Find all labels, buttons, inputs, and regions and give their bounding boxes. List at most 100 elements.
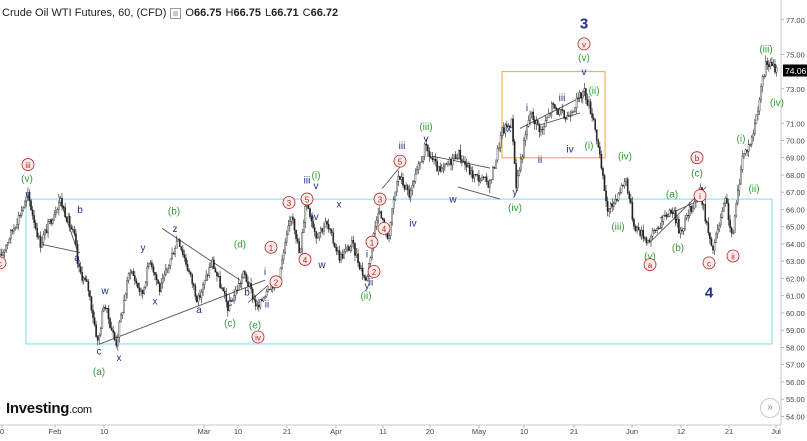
wave-label: b xyxy=(244,288,250,299)
wave-label: b xyxy=(695,154,700,163)
candle-body xyxy=(529,113,531,121)
candle-body xyxy=(760,86,762,101)
candle-body xyxy=(662,215,665,222)
candle-body xyxy=(707,222,710,234)
candle-body xyxy=(160,282,163,292)
candle-body xyxy=(30,200,32,211)
candle-body xyxy=(19,215,21,217)
candle-body xyxy=(749,143,751,145)
candle-body xyxy=(247,281,249,287)
candle-body xyxy=(253,298,256,300)
candle-body xyxy=(617,193,620,201)
time-tick-label: Feb xyxy=(49,427,62,436)
candle-body xyxy=(369,257,372,264)
candle-body xyxy=(571,112,573,117)
candle-body xyxy=(417,163,420,170)
candle-body xyxy=(110,327,113,331)
candle-body xyxy=(259,299,262,308)
candle-body xyxy=(132,271,135,276)
candle-body xyxy=(56,209,59,213)
candle-body xyxy=(544,120,547,127)
candle-body xyxy=(682,228,685,232)
candle-body xyxy=(163,274,166,279)
candle-body xyxy=(233,295,235,302)
candle-body xyxy=(608,208,610,212)
wave-label: (c) xyxy=(224,319,236,330)
candle-body xyxy=(509,125,511,129)
candle-body xyxy=(518,170,521,176)
candle-body xyxy=(16,224,18,228)
candle-body xyxy=(293,219,296,231)
candle-body xyxy=(126,280,128,295)
wave-label: iii xyxy=(399,141,406,152)
time-tick-label: Jul xyxy=(771,427,781,436)
scroll-to-latest-button[interactable]: » xyxy=(760,398,780,418)
wave-label: ii xyxy=(731,252,735,261)
candle-body xyxy=(558,109,561,115)
wave-labels: iii(v)vcbawcx(a)yx(b)zac(c)(d)(e)ivbiii1… xyxy=(0,15,784,378)
candle-body xyxy=(577,97,579,99)
candle-body xyxy=(670,209,672,213)
wave-label: z xyxy=(173,224,178,235)
candle-body xyxy=(99,328,102,336)
time-tick-label: 21 xyxy=(570,427,578,436)
candle-body xyxy=(285,234,288,243)
candle-body xyxy=(730,227,733,234)
candle-body xyxy=(64,207,66,218)
candle-body xyxy=(332,232,335,244)
candle-body xyxy=(388,235,390,239)
wave-label: y xyxy=(141,243,146,254)
candle-body xyxy=(33,215,35,224)
candle-body xyxy=(231,300,234,302)
wave-label: iv xyxy=(409,219,416,230)
candle-body xyxy=(552,103,555,105)
candle-body xyxy=(547,112,550,118)
wave-label: x xyxy=(153,296,158,307)
wave-label: (v) xyxy=(578,53,590,64)
candle-body xyxy=(65,216,68,222)
candle-body xyxy=(81,272,83,281)
candle-body xyxy=(764,61,767,77)
candle-body xyxy=(563,110,565,119)
candle-body xyxy=(14,227,17,229)
candle-body xyxy=(304,206,307,224)
candle-body xyxy=(656,228,658,231)
candle-body xyxy=(107,308,110,320)
wave-label-circle xyxy=(393,154,407,168)
candle-body xyxy=(124,293,127,301)
candle-body xyxy=(10,229,12,240)
wave-label: (i) xyxy=(312,170,321,181)
candle-body xyxy=(299,248,302,254)
candle-body xyxy=(600,154,603,169)
candle-body xyxy=(161,277,164,284)
candle-body xyxy=(265,291,268,297)
candle-body xyxy=(214,268,217,273)
candle-body xyxy=(580,92,583,99)
candle-body xyxy=(31,209,34,216)
wave-label: x xyxy=(117,353,122,364)
candle-body xyxy=(396,181,398,193)
wave-label: 1 xyxy=(269,244,274,253)
price-tick-label: 56.00 xyxy=(786,378,805,387)
candle-body xyxy=(192,283,195,287)
candle-body xyxy=(8,238,11,243)
candle-body xyxy=(289,221,291,227)
price-tick-label: 62.00 xyxy=(786,274,805,283)
candle-body xyxy=(640,229,643,236)
candle-body xyxy=(487,181,490,188)
settings-square-icon[interactable] xyxy=(170,7,182,19)
candle-body xyxy=(755,114,758,125)
wave-label-circle xyxy=(365,235,379,249)
candle-body xyxy=(76,243,79,264)
price-tick-label: 60.00 xyxy=(786,309,805,318)
wave-label: v xyxy=(26,189,31,200)
candle-body xyxy=(681,229,683,232)
chart-header: Crude Oil WTI Futures, 60, (CFD) O66.75 … xyxy=(0,4,338,22)
instrument-title: Crude Oil WTI Futures, 60, (CFD) xyxy=(2,7,167,19)
candle-body xyxy=(363,275,366,278)
candle-body xyxy=(606,200,609,212)
candle-body xyxy=(284,241,287,253)
wave-label: c xyxy=(0,259,2,268)
candle-body xyxy=(321,228,324,232)
